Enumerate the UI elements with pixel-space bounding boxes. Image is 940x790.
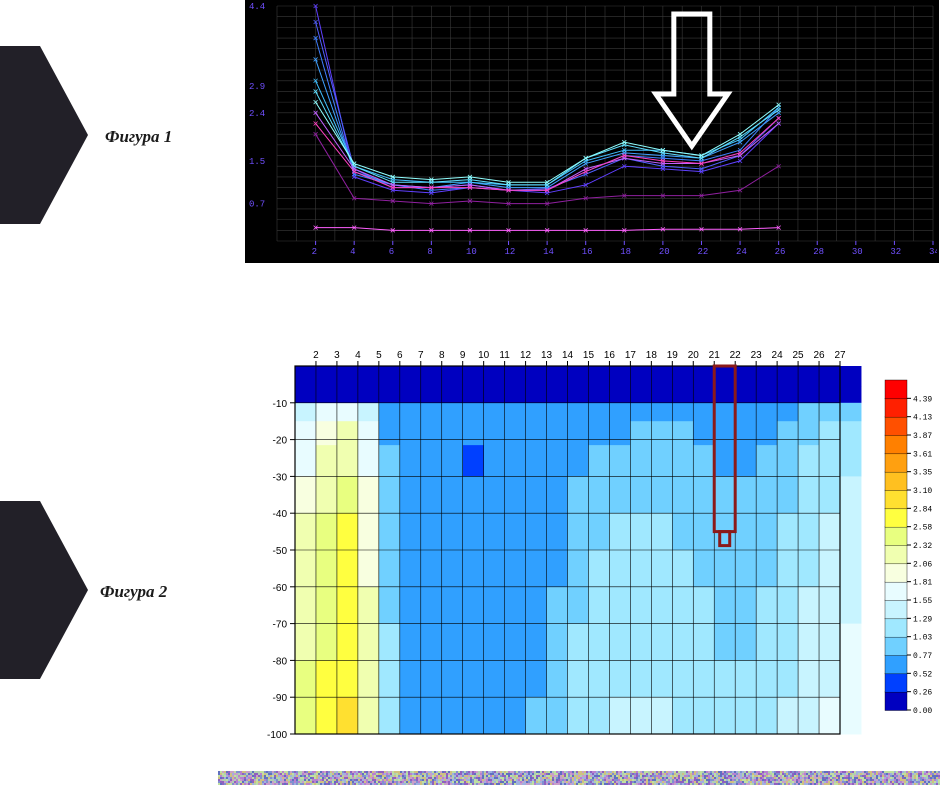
svg-text:-50: -50	[273, 546, 288, 557]
svg-text:-100: -100	[267, 730, 287, 740]
svg-text:15: 15	[583, 350, 595, 361]
svg-text:34: 34	[929, 247, 937, 257]
svg-text:16: 16	[604, 350, 616, 361]
svg-text:20: 20	[688, 350, 700, 361]
svg-text:-40: -40	[273, 509, 288, 520]
svg-text:14: 14	[562, 350, 574, 361]
svg-text:17: 17	[625, 350, 637, 361]
chart1: 0.71.52.42.94.42468101214161820222426283…	[245, 0, 939, 263]
svg-text:1.5: 1.5	[249, 157, 265, 167]
svg-text:0.77: 0.77	[913, 652, 932, 661]
svg-text:-80: -80	[273, 656, 288, 667]
svg-text:-30: -30	[273, 472, 288, 483]
side-arrow-2	[0, 495, 95, 685]
noise-strip	[218, 771, 940, 785]
svg-text:6: 6	[397, 350, 403, 361]
svg-text:10: 10	[478, 350, 490, 361]
svg-text:0.00: 0.00	[913, 707, 932, 716]
svg-text:5: 5	[376, 350, 382, 361]
svg-text:3.10: 3.10	[913, 487, 932, 496]
svg-text:9: 9	[460, 350, 466, 361]
svg-text:27: 27	[834, 350, 846, 361]
svg-text:-70: -70	[273, 620, 288, 631]
svg-text:1.03: 1.03	[913, 634, 932, 643]
svg-text:2.58: 2.58	[913, 524, 932, 533]
figure2-label: Фигура 2	[100, 582, 167, 602]
svg-text:18: 18	[646, 350, 658, 361]
figure1-label: Фигура 1	[105, 127, 172, 147]
svg-text:2.9: 2.9	[249, 82, 265, 92]
svg-text:13: 13	[541, 350, 553, 361]
svg-text:3: 3	[334, 350, 340, 361]
svg-text:4.4: 4.4	[249, 2, 265, 12]
chart2: 2345678910111213141516171819202122232425…	[245, 340, 939, 740]
svg-text:24: 24	[772, 350, 784, 361]
svg-text:10: 10	[466, 247, 477, 257]
svg-text:-10: -10	[273, 399, 288, 410]
svg-text:0.26: 0.26	[913, 689, 932, 698]
svg-text:23: 23	[751, 350, 763, 361]
svg-text:25: 25	[793, 350, 805, 361]
svg-text:3.35: 3.35	[913, 469, 932, 478]
svg-text:2.06: 2.06	[913, 560, 932, 569]
svg-text:6: 6	[389, 247, 394, 257]
svg-text:18: 18	[620, 247, 631, 257]
svg-text:8: 8	[439, 350, 445, 361]
svg-text:4.13: 4.13	[913, 414, 932, 423]
svg-text:1.29: 1.29	[913, 615, 932, 624]
svg-text:24: 24	[736, 247, 747, 257]
svg-text:22: 22	[730, 350, 742, 361]
svg-text:2: 2	[312, 247, 317, 257]
svg-text:2.32: 2.32	[913, 542, 932, 551]
svg-text:3.61: 3.61	[913, 450, 932, 459]
svg-text:22: 22	[697, 247, 708, 257]
svg-text:2: 2	[313, 350, 319, 361]
svg-text:11: 11	[499, 350, 510, 361]
svg-text:7: 7	[418, 350, 424, 361]
svg-text:0.52: 0.52	[913, 670, 932, 679]
svg-text:14: 14	[543, 247, 554, 257]
svg-text:21: 21	[709, 350, 721, 361]
svg-text:4.39: 4.39	[913, 395, 932, 404]
svg-text:16: 16	[582, 247, 593, 257]
svg-text:1.55: 1.55	[913, 597, 932, 606]
svg-text:30: 30	[852, 247, 863, 257]
svg-text:20: 20	[659, 247, 670, 257]
svg-text:-20: -20	[273, 436, 288, 447]
svg-text:12: 12	[505, 247, 516, 257]
svg-text:26: 26	[813, 350, 825, 361]
svg-text:8: 8	[427, 247, 432, 257]
svg-text:1.81: 1.81	[913, 579, 932, 588]
svg-text:0.7: 0.7	[249, 200, 265, 210]
svg-text:2.4: 2.4	[249, 109, 265, 119]
svg-text:4: 4	[355, 350, 361, 361]
svg-text:12: 12	[520, 350, 532, 361]
svg-text:2.84: 2.84	[913, 505, 932, 514]
svg-text:3.87: 3.87	[913, 432, 932, 441]
svg-text:26: 26	[775, 247, 786, 257]
svg-text:4: 4	[350, 247, 355, 257]
svg-text:28: 28	[813, 247, 824, 257]
side-arrow-1	[0, 40, 95, 230]
svg-text:19: 19	[667, 350, 679, 361]
svg-text:-90: -90	[273, 693, 288, 704]
svg-text:-60: -60	[273, 583, 288, 594]
svg-text:32: 32	[890, 247, 901, 257]
